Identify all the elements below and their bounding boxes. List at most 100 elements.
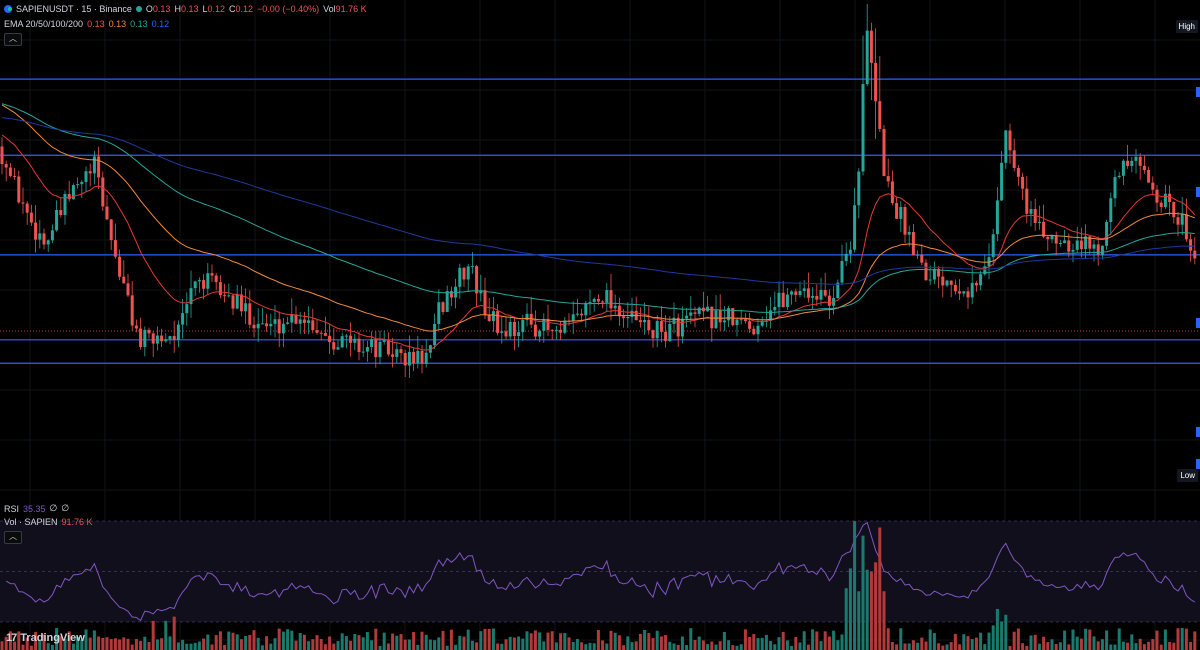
volume-bar — [508, 636, 512, 650]
volume-bar — [235, 634, 239, 650]
symbol-title[interactable]: SAPIENUSDT · 15 · Binance — [16, 4, 132, 14]
candle-body — [727, 308, 731, 321]
candle-body — [21, 202, 25, 204]
candle-body — [958, 291, 962, 294]
candle-body — [38, 233, 42, 240]
volume-bar — [1071, 629, 1075, 650]
volume-bar — [286, 629, 290, 650]
volume-bar — [1184, 628, 1188, 650]
candle-body — [147, 329, 151, 334]
candle-body — [731, 308, 735, 326]
level-marker-2[interactable] — [1196, 187, 1200, 197]
tradingview-watermark[interactable]: 17 TradingView — [6, 632, 85, 644]
candle-body — [185, 304, 189, 314]
volume-bar — [311, 639, 315, 650]
ema-label[interactable]: EMA 20/50/100/200 — [4, 19, 84, 29]
volume-bar — [445, 645, 449, 650]
volume-bar — [1067, 644, 1071, 650]
candle-body — [265, 323, 269, 327]
candle-body — [781, 292, 785, 308]
candle-body — [853, 205, 857, 250]
vol-value: 91.76 K — [335, 4, 367, 14]
rsi-extra-2: ∅ — [61, 503, 70, 513]
volume-bar — [1008, 645, 1012, 650]
candle-body — [399, 349, 403, 353]
candle-body — [928, 279, 932, 281]
ema20-value: 0.13 — [87, 19, 105, 29]
volume-bar — [231, 632, 235, 650]
candle-body — [1037, 221, 1041, 223]
volume-bar — [126, 638, 130, 650]
level-marker-1[interactable] — [1196, 87, 1200, 97]
candle-body — [210, 273, 214, 276]
volume-bar — [21, 644, 25, 650]
collapse-legend-button[interactable]: ︿ — [4, 33, 22, 46]
candle-body — [748, 321, 752, 329]
volume-bar — [546, 632, 550, 650]
candle-body — [365, 346, 369, 352]
candle-body — [290, 314, 294, 323]
candle-body — [1071, 249, 1075, 252]
volume-bar — [277, 628, 281, 650]
volume-bar — [307, 641, 311, 650]
candle-body — [752, 328, 756, 335]
candle-body — [949, 280, 953, 285]
candle-body — [340, 336, 344, 348]
volume-bar — [273, 638, 277, 650]
candle-body — [739, 319, 743, 321]
volume-bar — [391, 633, 395, 650]
volume-bar — [155, 639, 159, 650]
candle-body — [126, 283, 130, 296]
volume-bar — [71, 643, 75, 650]
volume-bar — [643, 629, 647, 650]
candle-body — [1054, 235, 1058, 244]
candle-body — [559, 329, 563, 333]
volume-bar — [710, 641, 714, 650]
volume-bar — [958, 644, 962, 650]
volume-bar — [949, 642, 953, 650]
level-marker-4[interactable] — [1196, 427, 1200, 437]
volume-bar — [827, 636, 831, 650]
candle-body — [538, 330, 542, 337]
volume-bar — [1075, 636, 1079, 650]
level-marker-3[interactable] — [1196, 318, 1200, 328]
volume-bar — [50, 644, 54, 650]
volume-bar — [239, 639, 243, 650]
volume-bar — [218, 631, 222, 650]
candle-body — [823, 290, 827, 296]
candle-body — [626, 316, 630, 319]
candle-body — [916, 254, 920, 256]
volume-bar — [613, 632, 617, 650]
volume-bar — [760, 637, 764, 650]
candle-body — [420, 350, 424, 364]
candle-body — [1184, 214, 1188, 240]
volume-bar — [584, 644, 588, 650]
level-marker-5[interactable] — [1196, 459, 1200, 469]
volume-bar — [605, 643, 609, 650]
candle-body — [13, 175, 17, 177]
volume-bar — [563, 632, 567, 650]
candle-body — [1063, 240, 1067, 244]
volume-bar — [920, 637, 924, 650]
candle-body — [302, 319, 306, 323]
candle-body — [722, 320, 726, 323]
volume-bar — [651, 638, 655, 650]
rsi-label[interactable]: RSI — [4, 503, 20, 514]
volume-bar — [529, 633, 533, 650]
volume-bar — [903, 643, 907, 650]
candle-body — [525, 313, 529, 321]
candle-body — [546, 318, 550, 330]
candle-body — [424, 352, 428, 364]
candle-body — [458, 267, 462, 287]
collapse-indicators-button[interactable]: ︿ — [4, 531, 22, 544]
candle-body — [361, 351, 365, 353]
candle-body — [466, 266, 470, 280]
volume-bar — [840, 634, 844, 650]
volume-bar — [785, 640, 789, 650]
candle-body — [575, 313, 579, 315]
candle-body — [197, 280, 201, 282]
high-tag: High — [1175, 20, 1198, 33]
volume-label[interactable]: Vol · SAPIEN — [4, 517, 58, 527]
candle-body — [176, 324, 180, 340]
